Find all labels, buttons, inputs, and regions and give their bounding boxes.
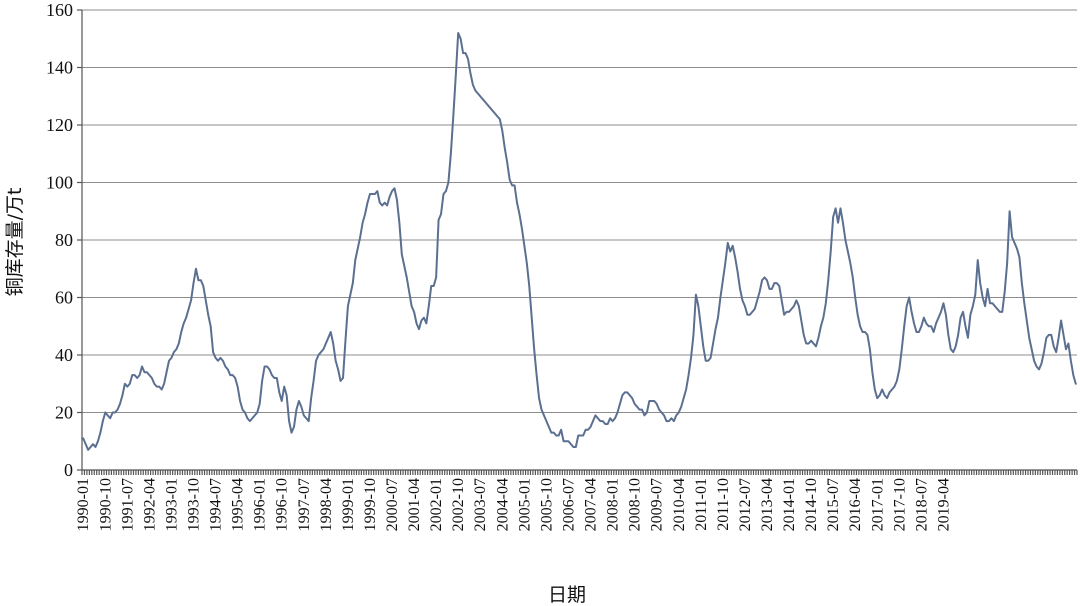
- x-tick-label: 2014-10: [803, 478, 820, 531]
- x-tick-label: 2018-07: [913, 478, 930, 531]
- x-tick-label: 2017-10: [891, 478, 908, 531]
- x-tick-label: 2009-07: [649, 478, 666, 531]
- y-tick-label: 60: [55, 288, 73, 308]
- y-tick-label: 40: [55, 345, 73, 365]
- x-tick-label: 2005-01: [516, 478, 533, 531]
- x-tick-label: 2002-10: [450, 478, 467, 531]
- x-tick-label: 2016-04: [847, 478, 864, 531]
- x-tick-label: 2008-01: [605, 478, 622, 531]
- x-tick-label: 2000-07: [384, 478, 401, 531]
- x-tick-label: 1995-04: [230, 478, 247, 531]
- x-tick-label: 2014-01: [781, 478, 798, 531]
- x-tick-label: 1993-10: [186, 478, 203, 531]
- x-tick-label: 1994-07: [208, 478, 225, 531]
- y-tick-label: 20: [55, 403, 73, 423]
- x-tick-label: 1993-01: [163, 478, 180, 531]
- y-tick-label: 100: [46, 173, 73, 193]
- x-tick-label: 2005-10: [538, 478, 555, 531]
- x-tick-label: 2017-01: [869, 478, 886, 531]
- x-tick-label: 2011-10: [715, 478, 732, 531]
- x-tick-label: 2007-04: [583, 478, 600, 531]
- x-tick-label: 1990-01: [75, 478, 92, 531]
- y-tick-label: 160: [46, 0, 73, 20]
- x-tick-label: 2008-10: [627, 478, 644, 531]
- y-axis-title: 铜库存量/万t: [4, 188, 26, 297]
- y-tick-label: 80: [55, 230, 73, 250]
- x-tick-label: 2001-04: [406, 478, 423, 531]
- x-tick-label: 2003-07: [472, 478, 489, 531]
- x-tick-label: 2019-04: [935, 478, 952, 531]
- x-tick-label: 1996-10: [274, 478, 291, 531]
- x-tick-label: 1990-10: [97, 478, 114, 531]
- x-tick-label: 1999-10: [362, 478, 379, 531]
- x-tick-label: 2002-01: [428, 478, 445, 531]
- x-tick-label: 1999-01: [340, 478, 357, 531]
- x-tick-label: 1998-04: [318, 478, 335, 531]
- series-line-copy-inventory: [82, 32, 1077, 451]
- x-tick-label: 1997-07: [296, 478, 313, 531]
- x-tick-label: 2004-04: [494, 478, 511, 531]
- x-tick-label: 1991-07: [119, 478, 136, 531]
- x-tick-label: 1996-01: [252, 478, 269, 531]
- x-tick-label: 2006-07: [560, 478, 577, 531]
- x-axis-minor-ticks: [81, 470, 1078, 475]
- y-tick-label: 0: [64, 460, 73, 480]
- x-tick-label: 2015-07: [825, 478, 842, 531]
- x-axis-ticks: 1990-01 1990-10 1991-07 1992-04 1993-01 1993-…: [75, 478, 952, 531]
- x-tick-label: 2013-04: [759, 478, 776, 531]
- x-tick-label: 2012-07: [737, 478, 754, 531]
- y-tick-label: 140: [46, 58, 73, 78]
- y-axis-ticks: 0 20 40 60 80 100 120 140 160: [46, 0, 82, 480]
- x-tick-label: 1992-04: [141, 478, 158, 531]
- gridlines: [82, 9, 1077, 413]
- x-tick-label: 2011-01: [693, 478, 710, 531]
- x-tick-label: 2010-04: [671, 478, 688, 531]
- y-tick-label: 120: [46, 115, 73, 135]
- x-axis-title: 日期: [548, 584, 586, 606]
